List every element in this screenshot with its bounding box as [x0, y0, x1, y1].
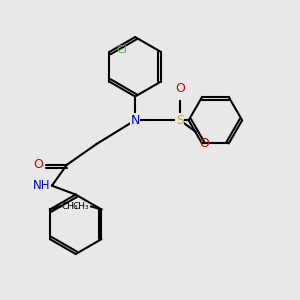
- Text: O: O: [199, 136, 209, 150]
- Text: CH₃: CH₃: [62, 202, 79, 211]
- Text: O: O: [175, 82, 185, 95]
- Text: S: S: [176, 114, 184, 127]
- Text: O: O: [33, 158, 43, 171]
- Text: CH₃: CH₃: [73, 202, 89, 211]
- Text: NH: NH: [33, 179, 50, 192]
- Text: N: N: [130, 114, 140, 127]
- Text: Cl: Cl: [117, 45, 128, 56]
